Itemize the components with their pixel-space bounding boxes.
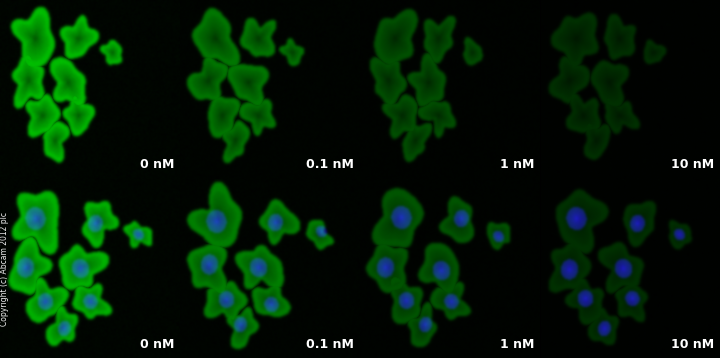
Text: 10 nM: 10 nM [672, 338, 715, 351]
Text: Copyright (c) Abcam 2012 plc: Copyright (c) Abcam 2012 plc [0, 212, 9, 326]
Text: 1 nM: 1 nM [500, 338, 534, 351]
Text: 0 nM: 0 nM [140, 159, 174, 171]
Text: 0.1 nM: 0.1 nM [307, 338, 354, 351]
Text: 1 nM: 1 nM [500, 159, 534, 171]
Text: 10 nM: 10 nM [672, 159, 715, 171]
Text: 0.1 nM: 0.1 nM [307, 159, 354, 171]
Text: 0 nM: 0 nM [140, 338, 174, 351]
